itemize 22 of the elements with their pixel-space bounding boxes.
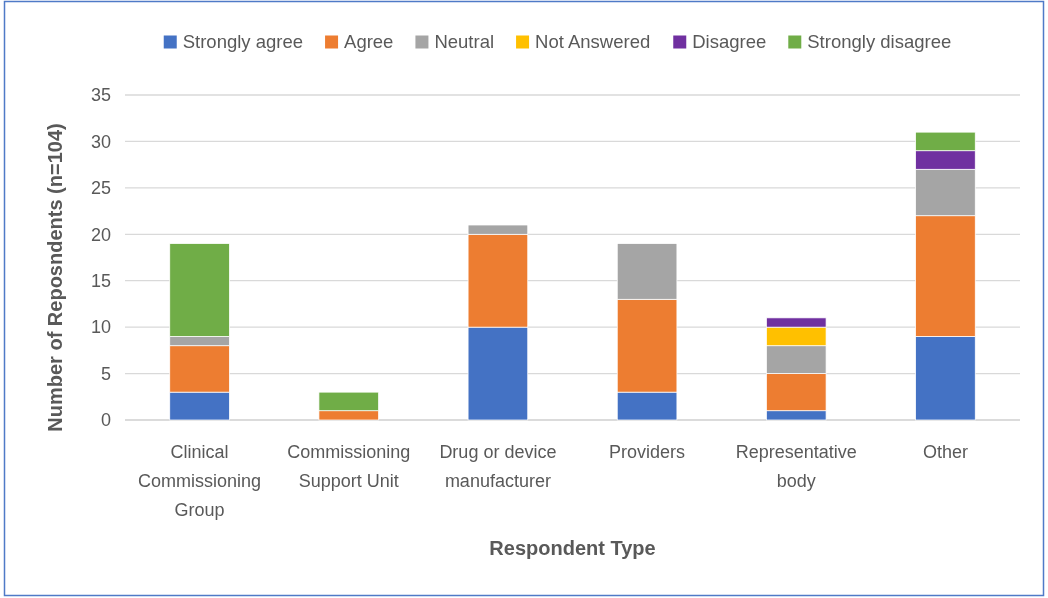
legend-label: Agree bbox=[344, 31, 394, 53]
x-tick-label: Providers bbox=[609, 442, 686, 462]
y-tick-label: 15 bbox=[90, 271, 111, 292]
legend-label: Not Answered bbox=[535, 31, 651, 53]
x-tick-label: Commissioning Support Unit bbox=[287, 442, 411, 491]
y-tick-label: 5 bbox=[100, 363, 111, 384]
y-tick-label: 20 bbox=[90, 224, 111, 245]
x-tick-label: Clinical Commissioning Group bbox=[138, 442, 262, 520]
legend-label: Strongly disagree bbox=[807, 31, 952, 53]
x-tick-label: Drug or device manufacturer bbox=[439, 442, 557, 491]
y-tick-label: 0 bbox=[100, 410, 111, 431]
legend-label: Strongly agree bbox=[182, 31, 304, 53]
y-tick-label: 35 bbox=[90, 85, 111, 106]
legend-label: Disagree bbox=[692, 31, 767, 53]
x-axis-title: Respondent Type bbox=[489, 537, 656, 559]
x-tick-label: Other bbox=[922, 442, 968, 462]
y-tick-label: 25 bbox=[90, 178, 111, 199]
y-tick-label: 10 bbox=[90, 317, 111, 338]
y-axis-title: Number of Reposndents (n=104) bbox=[44, 123, 66, 432]
x-tick-label: Representative body bbox=[735, 442, 857, 491]
legend-label: Neutral bbox=[434, 31, 495, 53]
y-tick-label: 30 bbox=[90, 131, 111, 152]
